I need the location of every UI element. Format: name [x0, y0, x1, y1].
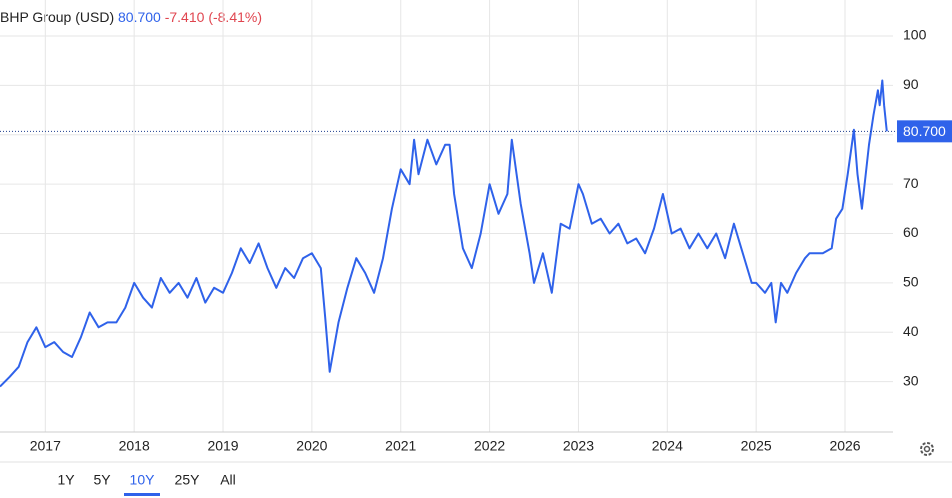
y-tick-label: 40	[903, 323, 919, 339]
x-tick-label: 2022	[474, 438, 505, 454]
x-tick-label: 2026	[829, 438, 860, 454]
x-tick-label: 2017	[30, 438, 61, 454]
y-tick-label: 50	[903, 274, 919, 290]
x-tick-label: 2019	[207, 438, 238, 454]
range-button[interactable]: 25Y	[175, 472, 201, 488]
range-active-underline	[124, 493, 160, 496]
x-tick-label: 2024	[652, 438, 683, 454]
range-button[interactable]: All	[220, 472, 236, 488]
x-tick-label: 2020	[296, 438, 327, 454]
stock-name: BHP Group (USD)	[0, 9, 114, 25]
settings-icon[interactable]	[920, 442, 934, 456]
last-price-badge	[897, 120, 952, 143]
change-pct: (-8.41%)	[208, 9, 262, 25]
x-tick-label: 2018	[119, 438, 150, 454]
price: 80.700	[118, 9, 161, 25]
x-tick-label: 2021	[385, 438, 416, 454]
stock-header: BHP Group (USD) 80.700 -7.410 (-8.41%)	[0, 9, 262, 25]
x-tick-label: 2025	[741, 438, 772, 454]
last-price-label: 80.700	[903, 123, 946, 139]
range-button[interactable]: 1Y	[57, 472, 75, 488]
x-tick-label: 2023	[563, 438, 594, 454]
range-bar	[0, 462, 952, 498]
y-tick-label: 60	[903, 224, 919, 240]
y-tick-label: 90	[903, 76, 919, 92]
change: -7.410	[165, 9, 205, 25]
y-tick-label: 70	[903, 175, 919, 191]
price-line	[0, 79, 888, 388]
range-button[interactable]: 10Y	[130, 472, 156, 488]
y-tick-label: 30	[903, 372, 919, 388]
range-button[interactable]: 5Y	[93, 472, 111, 488]
y-tick-label: 100	[903, 27, 927, 43]
